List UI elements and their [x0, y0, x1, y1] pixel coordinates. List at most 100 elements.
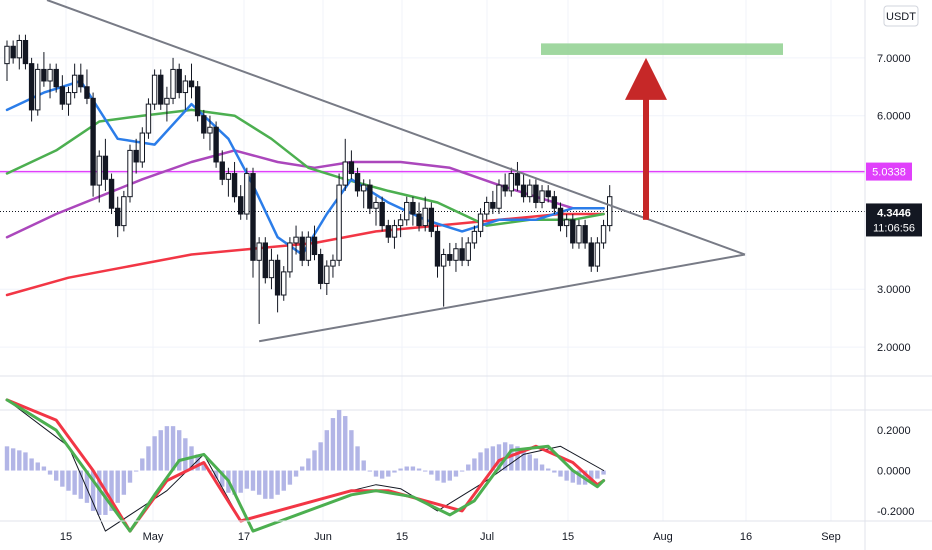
histogram-bar [281, 470, 286, 491]
candle-body [59, 86, 66, 105]
histogram-bar [386, 470, 391, 477]
arrow-head [625, 57, 667, 100]
time-tick-label: 17 [238, 531, 250, 543]
candle-body [336, 184, 342, 261]
candle-body [213, 126, 219, 163]
candle-body [145, 103, 152, 134]
histogram-bar [447, 470, 452, 481]
histogram-bar [466, 464, 471, 471]
histogram-bar [441, 470, 446, 483]
last-price-label: 4.3446 [877, 207, 911, 219]
candle-body [256, 242, 262, 261]
histogram-bar [177, 430, 182, 471]
histogram-bar [244, 470, 250, 489]
candle-body [281, 271, 287, 296]
candle-body [231, 173, 238, 198]
histogram-bar [90, 470, 96, 511]
histogram-bar [158, 430, 163, 471]
macd-pane[interactable] [4, 398, 606, 533]
candle-body [16, 39, 23, 59]
histogram-bar [41, 466, 47, 471]
histogram-bar [330, 418, 336, 471]
histogram-bar [127, 470, 133, 483]
candle-body [108, 178, 115, 209]
macd-lines [5, 398, 606, 533]
candle-body [194, 86, 201, 117]
last-price-tag [866, 203, 922, 237]
candle-body [225, 173, 232, 180]
candle-body [53, 68, 59, 88]
up-arrow-icon [625, 57, 667, 220]
candle-body [533, 184, 539, 203]
triangle-upper-line [46, 0, 746, 256]
candle-body [268, 259, 275, 279]
histogram-bar [29, 458, 34, 471]
histogram-bar [269, 470, 274, 499]
histogram-bar [293, 470, 299, 477]
histogram-bar [478, 452, 483, 471]
histogram-bar [263, 470, 268, 499]
histogram-bar [109, 470, 114, 511]
histogram-bar [66, 470, 71, 491]
histogram-bar [4, 446, 10, 471]
time-axis[interactable]: 15 May 17 Jun 15 Jul 15 Aug 16 Sep [0, 520, 932, 543]
candle-body [508, 173, 515, 192]
histogram-bar [250, 470, 256, 491]
histogram-bar [47, 470, 53, 475]
candle-body [324, 265, 330, 284]
candle-body [28, 63, 35, 111]
histogram-bar [453, 470, 459, 477]
histogram-bar [60, 470, 65, 487]
candle-body [78, 74, 84, 88]
histogram-bar [509, 444, 514, 471]
histogram-bar [527, 454, 532, 471]
histogram-bar [152, 436, 157, 471]
histogram-bar [404, 466, 409, 471]
candlesticks [4, 34, 613, 324]
candle-body [576, 225, 582, 244]
candle-body [594, 242, 601, 267]
time-tick-label: Jul [480, 531, 494, 543]
currency-badge[interactable] [883, 5, 919, 27]
histogram-bar [133, 470, 139, 472]
histogram-bar [595, 470, 600, 479]
histogram-bar [546, 468, 551, 471]
candle-body [385, 225, 392, 238]
candle-body [570, 219, 576, 244]
macd-tick-label: -0.2000 [877, 506, 914, 518]
price-tick-label: 7.0000 [877, 53, 911, 65]
histogram-bar [589, 470, 594, 483]
candle-body [527, 184, 533, 198]
histogram-bar [379, 470, 385, 479]
histogram-bar [306, 458, 311, 471]
histogram-bar [533, 458, 539, 471]
histogram-bar [318, 442, 323, 471]
candle-body [447, 254, 453, 261]
histogram-bar [484, 448, 489, 471]
candle-body [287, 242, 293, 273]
histogram-bar [459, 470, 465, 472]
histogram-bar [183, 438, 188, 471]
candle-body [600, 225, 607, 244]
candle-body [41, 68, 47, 82]
candle-body [391, 225, 398, 238]
triangle-pattern [46, 0, 746, 343]
histogram-bar [220, 470, 225, 487]
candle-body [520, 184, 527, 198]
candle-body [484, 201, 490, 215]
countdown-label: 11:06:56 [873, 222, 915, 234]
price-pane[interactable] [0, 0, 865, 343]
level-price-label: 5.0338 [872, 167, 906, 179]
time-tick-label: Sep [821, 531, 841, 543]
candle-body [244, 173, 250, 215]
candle-body [422, 207, 428, 227]
histogram-bar [140, 458, 145, 471]
time-tick-label: Jun [314, 531, 332, 543]
macd-ticks: 0.2000 0.0000 -0.2000 [877, 425, 914, 518]
histogram-bar [23, 452, 28, 471]
candle-body [238, 196, 244, 215]
histogram-bar [343, 416, 348, 471]
histogram-bar [349, 430, 354, 471]
